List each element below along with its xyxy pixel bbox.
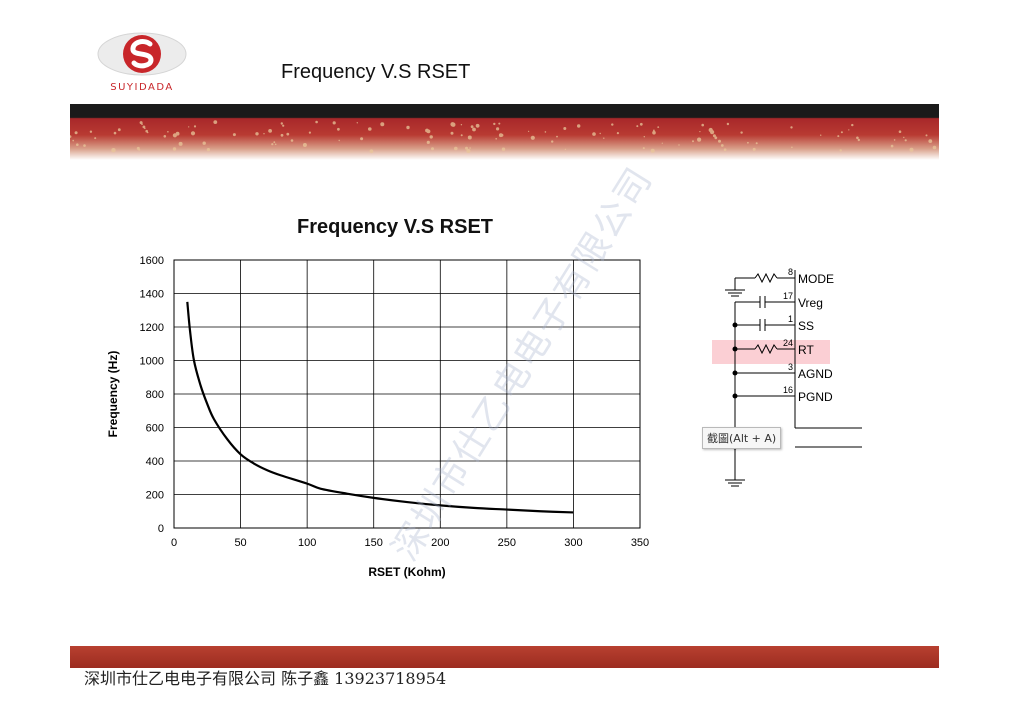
x-ticks: 0 50 100 150 200 250 300 350 xyxy=(171,537,649,549)
y-tick-label: 600 xyxy=(146,423,164,435)
frequency-rset-chart: 0 50 100 150 200 250 300 350 0 200 400 600 800 1000 1… xyxy=(106,255,649,579)
pin-label-pgnd: PGND xyxy=(798,390,833,404)
y-tick-label: 1200 xyxy=(140,322,164,334)
pin-label-vreg: Vreg xyxy=(798,296,823,310)
pin-number-vreg: 17 xyxy=(783,291,793,301)
pin-label-ss: SS xyxy=(798,319,814,333)
pin-number-pgnd: 16 xyxy=(783,385,793,395)
x-tick-label: 100 xyxy=(298,537,316,549)
y-tick-label: 1400 xyxy=(140,289,164,301)
x-tick-label: 150 xyxy=(365,537,383,549)
x-tick-label: 250 xyxy=(498,537,516,549)
pin-number-ss: 1 xyxy=(788,314,793,324)
pin-number-mode: 8 xyxy=(788,267,793,277)
screenshot-tooltip: 截圖(Alt + A) xyxy=(702,427,782,449)
pin-number-agnd: 3 xyxy=(788,362,793,372)
x-tick-label: 50 xyxy=(234,537,246,549)
x-tick-label: 300 xyxy=(564,537,582,549)
chart-title: Frequency V.S RSET xyxy=(297,216,493,238)
pin-label-agnd: AGND xyxy=(798,367,833,381)
plot-frame xyxy=(173,259,641,529)
pin-label-mode: MODE xyxy=(798,272,834,286)
footer-band xyxy=(70,646,939,668)
footer-contact: 深圳市仕乙电电子有限公司 陈子鑫 13923718954 xyxy=(84,669,447,688)
y-tick-label: 1000 xyxy=(140,356,164,368)
pin-number-rt: 24 xyxy=(783,338,793,348)
x-tick-label: 200 xyxy=(431,537,449,549)
x-axis-label: RSET (Kohm) xyxy=(368,565,445,579)
y-axis-label: Frequency (Hz) xyxy=(106,351,120,438)
series-line xyxy=(186,301,574,514)
page-title: Frequency V.S RSET xyxy=(281,61,471,83)
y-tick-label: 400 xyxy=(146,456,164,468)
y-tick-label: 1600 xyxy=(140,255,164,267)
y-tick-label: 200 xyxy=(146,490,164,502)
y-tick-label: 800 xyxy=(146,389,164,401)
y-ticks: 0 200 400 600 800 1000 1200 1400 1600 xyxy=(140,255,164,535)
x-tick-label: 0 xyxy=(171,537,177,549)
y-tick-label: 0 xyxy=(158,523,164,535)
header-band xyxy=(70,104,939,160)
company-logo: SUYIDADA xyxy=(97,32,187,93)
x-tick-label: 350 xyxy=(631,537,649,549)
pin-label-rt: RT xyxy=(798,343,814,357)
pin-schematic: 8 MODE 17 Vreg 1 SS 24 RT 3 AGND 16 PGND xyxy=(712,267,862,487)
logo-text: SUYIDADA xyxy=(110,82,173,93)
